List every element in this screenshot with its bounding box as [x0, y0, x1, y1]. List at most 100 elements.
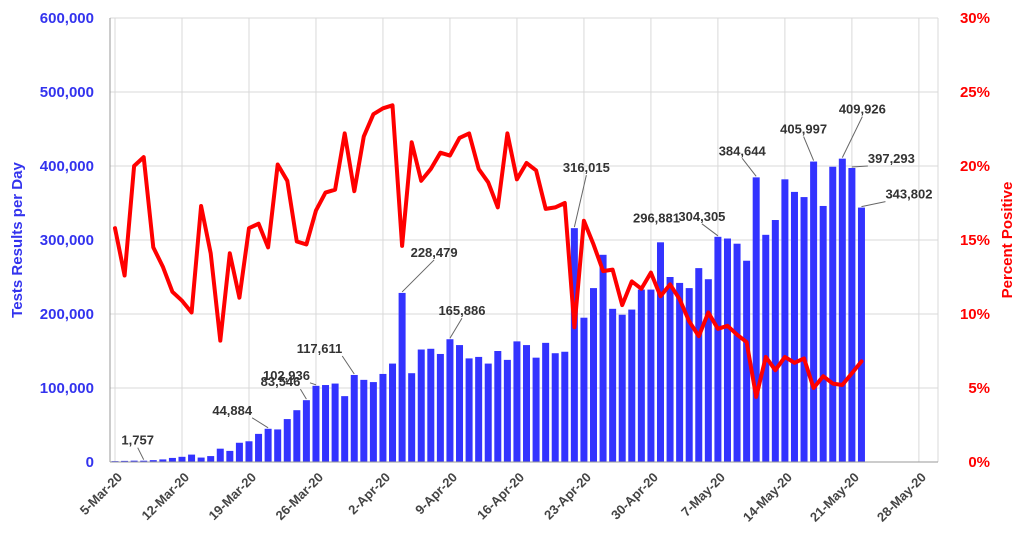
bar	[733, 243, 741, 462]
bar	[149, 460, 157, 462]
bar-value-label: 1,757	[121, 433, 154, 448]
bar	[656, 242, 664, 462]
y-right-tick-label: 25%	[960, 84, 990, 101]
x-axis-ticks: 5-Mar-20 12-Mar-20 19-Mar-20 26-Mar-20 2-Apr…	[77, 470, 929, 525]
x-tick-label: 14-May-20	[740, 470, 795, 525]
bar-value-label: 44,884	[212, 403, 253, 418]
annotation-leader	[341, 355, 355, 375]
bar	[637, 289, 645, 462]
bar	[829, 166, 837, 463]
bar	[752, 177, 760, 462]
bar-value-label: 384,644	[719, 143, 767, 158]
bar	[178, 456, 186, 462]
bar-value-label: 405,997	[780, 122, 827, 137]
bar	[666, 277, 674, 462]
right-axis-ticks: 0% 5% 10% 15% 20% 25% 30%	[960, 10, 990, 471]
bar	[341, 396, 349, 462]
bar	[389, 363, 397, 462]
bar	[168, 457, 176, 462]
y-right-tick-label: 20%	[960, 158, 990, 175]
bar	[465, 358, 473, 462]
bar	[590, 288, 597, 462]
annotation-leader	[401, 259, 435, 293]
bar	[245, 441, 253, 462]
bar-value-label: 316,015	[563, 160, 610, 175]
bar	[216, 448, 224, 462]
bar	[790, 191, 798, 462]
bar	[408, 373, 416, 462]
bar	[743, 260, 751, 462]
x-tick-label: 28-May-20	[874, 470, 929, 525]
x-tick-label: 23-Apr-20	[541, 470, 594, 523]
bar	[714, 236, 722, 462]
y-left-tick-label: 400,000	[40, 158, 94, 175]
percent-positive-line	[113, 103, 864, 399]
x-tick-label: 2-Apr-20	[345, 470, 393, 518]
bar	[436, 353, 444, 462]
y-left-tick-label: 100,000	[40, 380, 94, 397]
bar	[781, 179, 789, 462]
y-left-tick-label: 300,000	[40, 232, 94, 249]
bar-value-label: 165,886	[438, 303, 485, 318]
x-tick-label: 21-May-20	[807, 470, 862, 525]
bar	[723, 238, 731, 462]
bar-value-label: 83,546	[261, 374, 301, 389]
bar	[264, 428, 272, 462]
x-tick-label: 26-Mar-20	[273, 470, 327, 524]
bar	[695, 268, 703, 462]
x-tick-label: 5-Mar-20	[77, 470, 125, 518]
bar	[484, 363, 492, 462]
bar	[532, 357, 540, 462]
bar	[609, 308, 617, 462]
bar	[446, 339, 454, 462]
bar	[398, 292, 406, 462]
bar	[475, 356, 483, 462]
bar	[207, 456, 215, 462]
x-tick-label: 16-Apr-20	[474, 470, 527, 523]
annotation-leader	[309, 382, 317, 386]
bar-value-label: 102,936	[263, 368, 310, 383]
bar	[188, 454, 196, 462]
annotation-leader	[861, 201, 886, 208]
bar	[197, 457, 205, 462]
y-axis-right-label: Percent Positive	[999, 182, 1016, 299]
bar	[130, 460, 138, 462]
bar	[235, 442, 243, 462]
bar	[810, 161, 818, 462]
bar	[599, 254, 607, 462]
bar	[494, 351, 502, 462]
y-axis-left-label: Tests Results per Day	[9, 162, 26, 318]
bar	[140, 460, 148, 462]
bar	[800, 197, 808, 462]
bar	[647, 289, 655, 462]
bar	[427, 348, 435, 462]
bar	[542, 342, 550, 462]
bar	[159, 459, 167, 462]
y-left-tick-label: 600,000	[40, 10, 94, 27]
percent-line-series	[113, 103, 864, 399]
bar	[503, 359, 511, 462]
bar-value-label: 296,881	[633, 210, 680, 225]
bar	[570, 228, 578, 462]
x-tick-label: 12-Mar-20	[139, 470, 193, 524]
bar-value-label: 409,926	[839, 102, 886, 117]
bar	[551, 353, 559, 462]
y-left-tick-label: 0	[86, 454, 94, 471]
left-axis-ticks: 0 100,000 200,000 300,000 400,000 500,000 600,…	[40, 10, 94, 471]
bar	[580, 317, 588, 462]
bar	[618, 314, 626, 462]
bar	[255, 433, 263, 462]
bar	[283, 419, 291, 462]
bar	[819, 205, 827, 462]
y-right-tick-label: 15%	[960, 232, 990, 249]
axes	[109, 18, 938, 463]
bar	[771, 220, 779, 462]
annotation-leader	[803, 136, 815, 161]
annotation-leader	[701, 223, 719, 237]
annotation-leader	[741, 158, 757, 177]
y-right-tick-label: 10%	[960, 306, 990, 323]
bar-value-label: 397,293	[868, 151, 915, 166]
x-tick-label: 9-Apr-20	[412, 470, 460, 518]
bar	[226, 450, 234, 462]
